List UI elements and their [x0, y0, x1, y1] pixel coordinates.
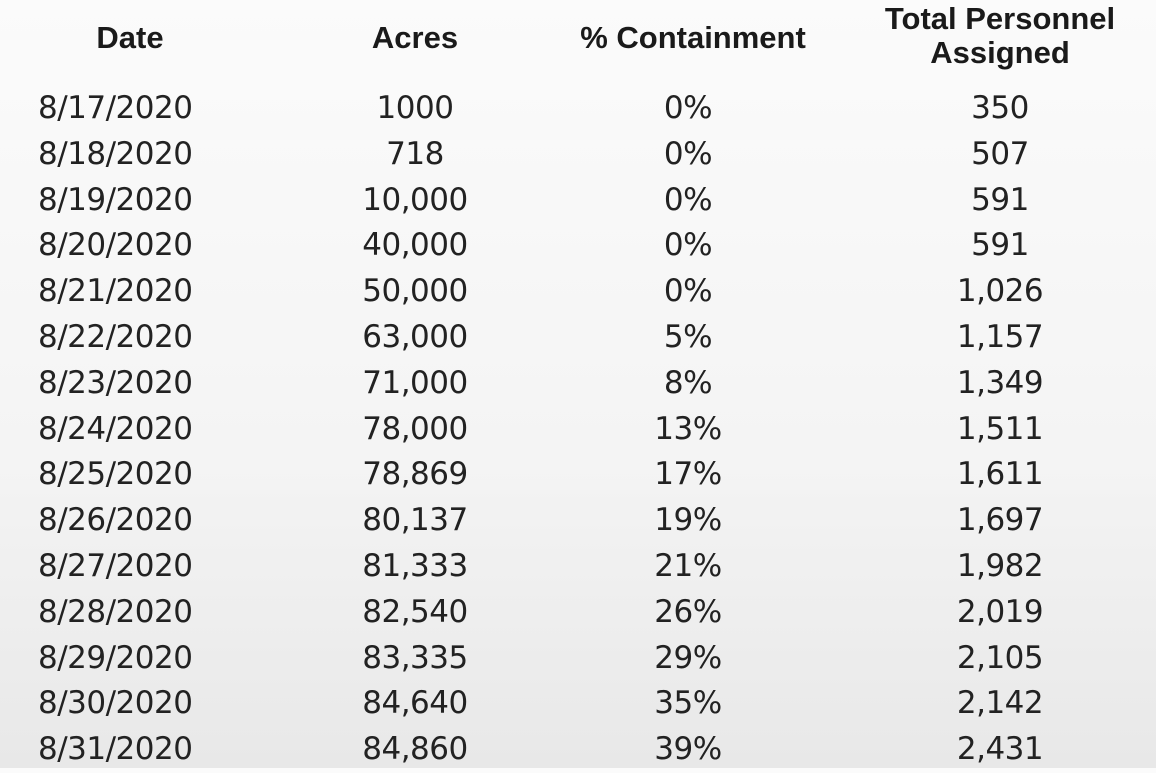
cell-containment: 0%: [663, 227, 713, 264]
table-row: 8/26/2020 80,137 19% 1,697: [0, 498, 1156, 544]
cell-personnel: 1,026: [956, 273, 1044, 310]
cell-containment: 13%: [654, 410, 722, 447]
cell-date: 8/24/2020: [38, 410, 193, 447]
cell-personnel: 1,157: [956, 318, 1044, 355]
cell-containment: 19%: [654, 502, 722, 539]
cell-personnel: 2,019: [956, 593, 1044, 630]
cell-personnel: 2,142: [956, 685, 1044, 722]
cell-acres: 82,540: [362, 593, 468, 630]
cell-containment: 0%: [663, 135, 713, 172]
table-header: Date Acres % Containment Total Personnel…: [0, 0, 1156, 88]
cell-containment: 17%: [654, 456, 722, 493]
cell-date: 8/27/2020: [38, 547, 193, 584]
cell-date: 8/31/2020: [38, 731, 193, 768]
cell-containment: 35%: [654, 685, 722, 722]
cell-personnel: 591: [971, 227, 1029, 264]
cell-containment: 39%: [654, 731, 722, 768]
header-personnel-line1: Total Personnel: [884, 1, 1116, 36]
cell-acres: 83,335: [362, 639, 468, 676]
cell-acres: 71,000: [362, 364, 468, 401]
table-row: 8/22/2020 63,000 5% 1,157: [0, 315, 1156, 361]
cell-containment: 5%: [663, 318, 713, 355]
table-body: 8/17/2020 1000 0% 350 8/18/2020 718 0% 507 8/19/…: [0, 86, 1156, 773]
cell-date: 8/28/2020: [38, 593, 193, 630]
table-row: 8/20/2020 40,000 0% 591: [0, 223, 1156, 269]
header-personnel-line2: Assigned: [930, 35, 1070, 70]
cell-personnel: 1,982: [956, 547, 1044, 584]
cell-date: 8/22/2020: [38, 318, 193, 355]
cell-date: 8/17/2020: [38, 90, 193, 126]
table-row: 8/31/2020 84,860 39% 2,431: [0, 727, 1156, 773]
header-date: Date: [96, 20, 164, 55]
table-row: 8/18/2020 718 0% 507: [0, 132, 1156, 178]
table-row: 8/30/2020 84,640 35% 2,142: [0, 681, 1156, 727]
cell-acres: 81,333: [362, 547, 468, 584]
cell-acres: 78,000: [362, 410, 468, 447]
cell-containment: 8%: [663, 364, 713, 401]
header-containment: % Containment: [580, 20, 806, 55]
cell-date: 8/29/2020: [38, 639, 193, 676]
cell-date: 8/25/2020: [38, 456, 193, 493]
cell-date: 8/20/2020: [38, 227, 193, 264]
cell-personnel: 1,511: [956, 410, 1044, 447]
cell-personnel: 591: [971, 181, 1029, 218]
table-row: 8/24/2020 78,000 13% 1,511: [0, 407, 1156, 453]
cell-acres: 63,000: [362, 318, 468, 355]
cell-personnel: 1,697: [956, 502, 1044, 539]
header-personnel: Total Personnel Assigned: [850, 2, 1150, 70]
cell-date: 8/19/2020: [38, 181, 193, 218]
cell-personnel: 1,611: [956, 456, 1044, 493]
cell-acres: 84,860: [362, 731, 468, 768]
cell-date: 8/30/2020: [38, 685, 193, 722]
cell-acres: 10,000: [362, 181, 468, 218]
cell-acres: 50,000: [362, 273, 468, 310]
cell-acres: 84,640: [362, 685, 468, 722]
table-row: 8/23/2020 71,000 8% 1,349: [0, 361, 1156, 407]
cell-containment: 29%: [654, 639, 722, 676]
table-row: 8/21/2020 50,000 0% 1,026: [0, 269, 1156, 315]
cell-date: 8/26/2020: [38, 502, 193, 539]
cell-date: 8/18/2020: [38, 135, 193, 172]
cell-containment: 26%: [654, 593, 722, 630]
cell-personnel: 2,105: [956, 639, 1044, 676]
cell-containment: 0%: [663, 181, 713, 218]
table-row: 8/19/2020 10,000 0% 591: [0, 178, 1156, 224]
cell-acres: 40,000: [362, 227, 468, 264]
table-row: 8/27/2020 81,333 21% 1,982: [0, 544, 1156, 590]
cell-personnel: 2,431: [956, 731, 1044, 768]
cell-personnel: 507: [971, 135, 1029, 172]
table-row: 8/25/2020 78,869 17% 1,611: [0, 452, 1156, 498]
table-row: 8/29/2020 83,335 29% 2,105: [0, 636, 1156, 682]
table-row: 8/28/2020 82,540 26% 2,019: [0, 590, 1156, 636]
cell-containment: 0%: [663, 273, 713, 310]
cell-date: 8/23/2020: [38, 364, 193, 401]
table-row: 8/17/2020 1000 0% 350: [0, 86, 1156, 132]
header-acres: Acres: [371, 20, 459, 55]
cell-acres: 78,869: [362, 456, 468, 493]
cell-personnel: 350: [971, 90, 1029, 126]
cell-containment: 21%: [654, 547, 722, 584]
cell-date: 8/21/2020: [38, 273, 193, 310]
cell-acres: 1000: [376, 90, 454, 126]
cell-acres: 718: [386, 135, 444, 172]
cell-personnel: 1,349: [956, 364, 1044, 401]
cell-acres: 80,137: [362, 502, 468, 539]
cell-containment: 0%: [663, 90, 713, 126]
